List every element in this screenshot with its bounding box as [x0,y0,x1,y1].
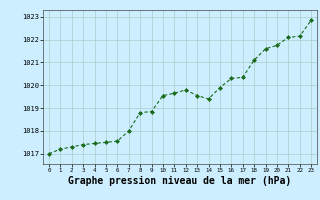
X-axis label: Graphe pression niveau de la mer (hPa): Graphe pression niveau de la mer (hPa) [68,176,292,186]
